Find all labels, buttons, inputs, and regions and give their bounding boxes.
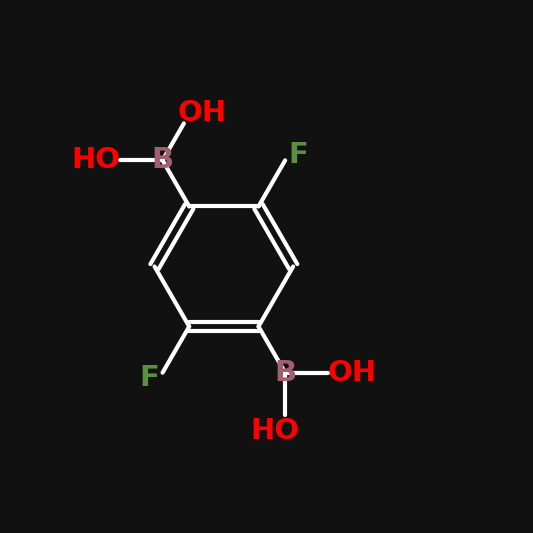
Text: HO: HO [250,417,299,445]
Text: B: B [274,359,296,386]
Text: F: F [288,141,309,169]
Text: B: B [151,147,174,174]
Text: OH: OH [178,99,227,127]
Text: HO: HO [71,147,120,174]
Text: F: F [139,364,159,392]
Text: OH: OH [327,359,376,386]
